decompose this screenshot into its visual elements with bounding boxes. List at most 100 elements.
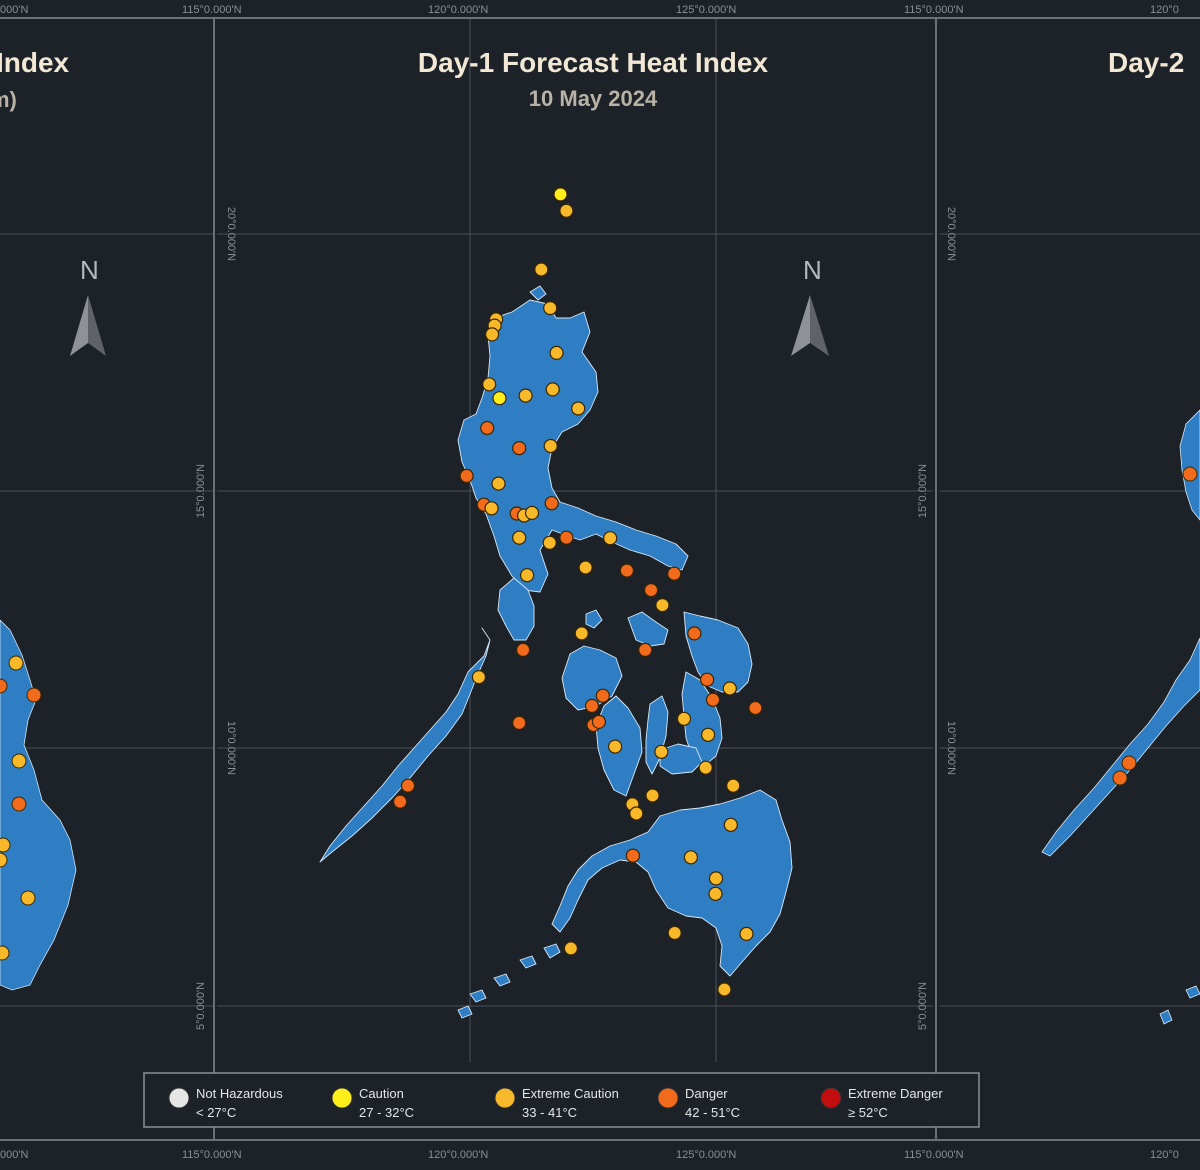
marinduque-island: [585, 609, 603, 629]
top-coordinate-labels: 000'N 115°0.000'N 120°0.000'N 125°0.000'…: [0, 4, 1179, 16]
top-coord-label: 125°0.000'N: [676, 4, 736, 16]
left-station-dot: [11, 753, 27, 769]
legend-range-not-hazardous: < 27°C: [196, 1105, 236, 1120]
station-marker-extreme-caution: [543, 301, 558, 316]
sulu-island-2: [519, 955, 537, 969]
station-marker-extreme-caution: [534, 262, 549, 277]
bottom-coord-label: 125°0.000'N: [676, 1149, 736, 1161]
right-panel: Day-2: [940, 47, 1200, 1025]
station-marker-extreme-caution: [629, 806, 644, 821]
lat-label: 20°0.000'N: [225, 207, 237, 261]
station-marker-extreme-caution: [471, 669, 486, 685]
palawan-island: [319, 627, 491, 863]
left-station-dot: [0, 678, 8, 694]
station-marker-danger: [638, 642, 653, 658]
station-marker-caution: [553, 187, 568, 202]
left-north-label: N: [80, 255, 99, 285]
bottom-coordinate-labels: 000'N 115°0.000'N 120°0.000'N 125°0.000'…: [0, 1149, 1179, 1161]
station-marker-danger: [559, 530, 574, 545]
bottom-coord-label: 000'N: [0, 1149, 28, 1161]
lat-label: 10°0.000'N: [225, 721, 237, 775]
left-station-dot: [26, 687, 42, 703]
sulu-island-3: [493, 973, 511, 987]
left-north-arrow-left: [70, 295, 88, 356]
station-marker-extreme-caution: [603, 531, 618, 546]
station-marker-extreme-caution: [519, 568, 535, 583]
station-marker-danger: [400, 778, 416, 793]
left-station-dot: [8, 655, 24, 671]
legend-item-not-hazardous: Not Hazardous < 27°C: [168, 1086, 283, 1120]
legend-range-extreme-danger: ≥ 52°C: [848, 1105, 888, 1120]
left-philippines-landmass: [0, 619, 77, 991]
station-marker-danger: [643, 582, 659, 598]
legend-label-extreme-danger: Extreme Danger: [848, 1086, 943, 1101]
station-marker-extreme-caution: [645, 788, 660, 803]
station-marker-extreme-caution: [482, 377, 497, 392]
station-marker-extreme-caution: [578, 560, 593, 575]
lat-label: 15°0.000'N: [917, 464, 929, 518]
left-station-dot: [0, 852, 8, 868]
map-frames: [0, 17, 1200, 1141]
center-north-arrow: N: [791, 255, 829, 356]
left-north-arrow-right: [88, 295, 106, 356]
left-station-markers: [0, 655, 42, 961]
station-marker-extreme-caution: [698, 760, 713, 775]
left-panel: Index m) N: [0, 47, 213, 1007]
legend-range-danger: 42 - 51°C: [685, 1105, 740, 1120]
station-marker-extreme-caution: [563, 941, 579, 956]
left-panel-title: Index: [0, 47, 70, 78]
center-station-markers: [393, 187, 763, 997]
station-marker-danger: [619, 563, 635, 578]
station-marker-danger: [459, 468, 474, 483]
station-marker-extreme-caution: [676, 711, 692, 726]
sulu-island-5: [457, 1005, 473, 1019]
center-north-arrow-left: [791, 295, 810, 356]
station-marker-extreme-caution: [524, 505, 540, 521]
bottom-coord-label: 115°0.000'N: [904, 1149, 964, 1161]
station-marker-extreme-caution: [708, 871, 724, 886]
station-marker-extreme-caution: [717, 982, 732, 997]
center-graticule: [217, 18, 933, 1062]
right-station-dot: [1182, 466, 1198, 482]
station-marker-extreme-caution: [574, 626, 589, 641]
masbate-island: [627, 611, 669, 647]
lat-label: 5°0.000'N: [195, 982, 207, 1030]
legend-item-extreme-caution: Extreme Caution 33 - 41°C: [494, 1086, 619, 1120]
legend-label-not-hazardous: Not Hazardous: [196, 1086, 283, 1101]
legend-label-caution: Caution: [359, 1086, 404, 1101]
station-marker-danger: [480, 420, 495, 436]
center-north-label: N: [803, 255, 822, 285]
station-marker-extreme-caution: [485, 327, 500, 342]
babuyan-island: [529, 285, 547, 301]
center-panel-date: 10 May 2024: [529, 86, 658, 111]
right-graticule: [940, 233, 1200, 1007]
station-marker-extreme-caution: [607, 739, 623, 754]
station-marker-extreme-caution: [722, 681, 737, 696]
left-station-dot: [0, 945, 10, 961]
legend: Not Hazardous < 27°C Caution 27 - 32°C E…: [143, 1072, 980, 1128]
station-marker-danger: [705, 692, 721, 707]
top-coord-label: 000'N: [0, 4, 28, 16]
station-marker-extreme-caution: [491, 476, 506, 491]
legend-item-danger: Danger 42 - 51°C: [657, 1086, 740, 1120]
left-station-dot: [0, 837, 11, 853]
station-marker-danger: [699, 672, 715, 687]
legend-item-extreme-danger: Extreme Danger ≥ 52°C: [820, 1086, 943, 1120]
cebu-island: [645, 695, 669, 775]
center-north-arrow-right: [810, 295, 829, 356]
station-marker-danger: [515, 642, 531, 658]
station-marker-caution: [492, 391, 507, 406]
left-station-dot: [20, 890, 36, 906]
station-marker-extreme-caution: [542, 535, 557, 550]
station-marker-danger: [625, 848, 641, 863]
station-marker-extreme-caution: [683, 850, 699, 865]
legend-item-caution: Caution 27 - 32°C: [331, 1086, 414, 1120]
bottom-coord-label: 115°0.000'N: [182, 1149, 242, 1161]
legend-label-extreme-caution: Extreme Caution: [522, 1086, 619, 1101]
right-station-dot: [1112, 770, 1128, 786]
lat-label: 10°0.000'N: [945, 721, 957, 775]
mindanao-island: [551, 789, 793, 977]
legend-swatch-extreme-caution: [494, 1087, 516, 1109]
